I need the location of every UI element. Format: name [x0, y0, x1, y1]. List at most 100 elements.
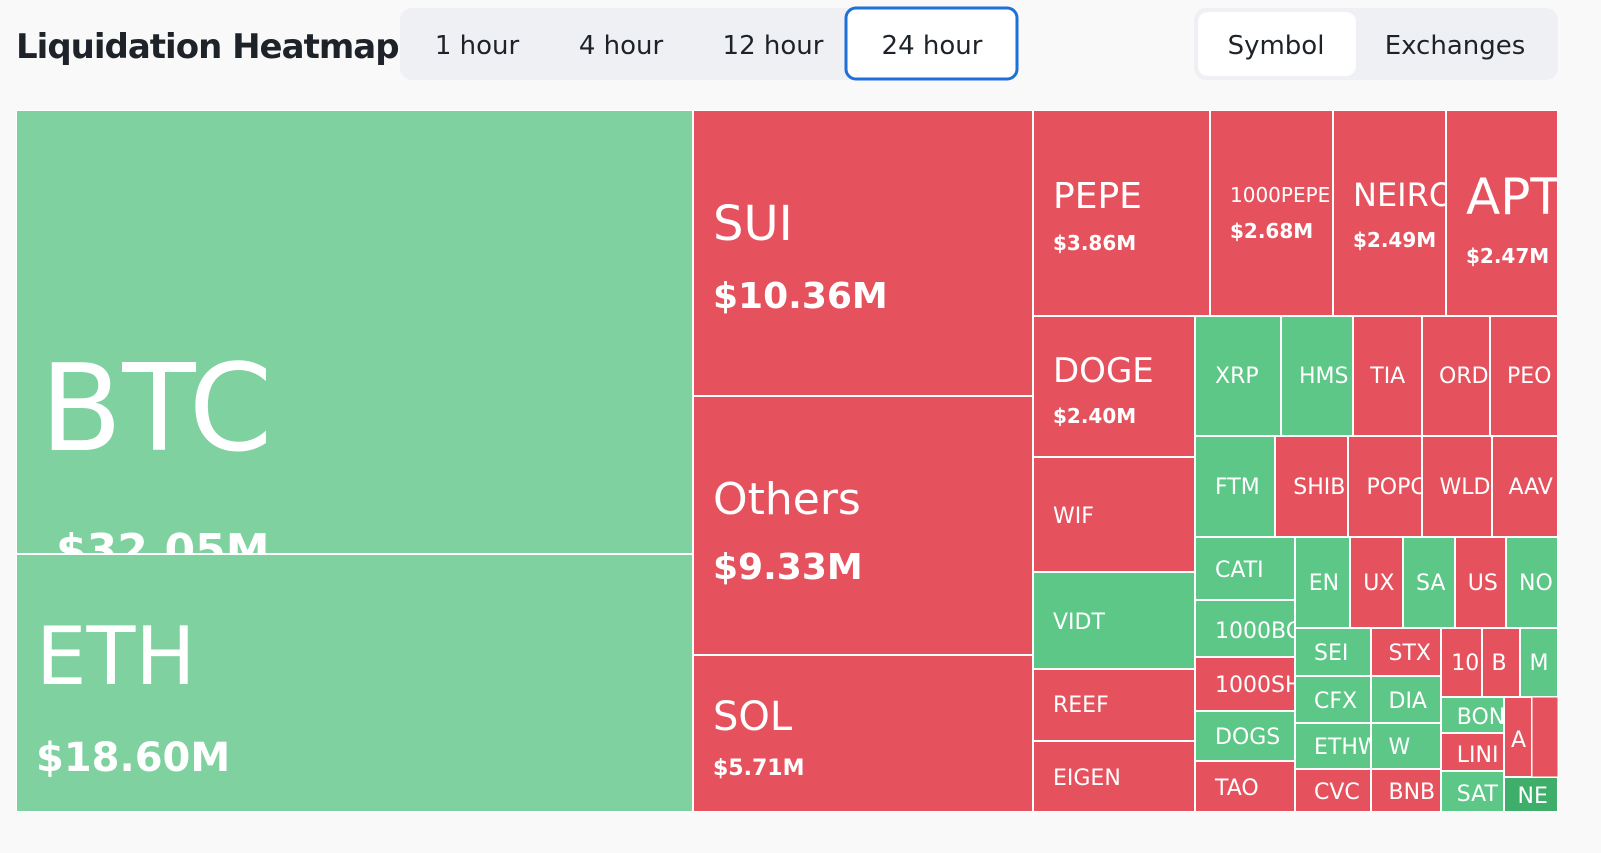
tile-bg — [1295, 723, 1371, 769]
tile-label: AAV — [1509, 475, 1553, 500]
tile[interactable]: DIA — [1371, 676, 1441, 723]
tile-bg — [1033, 669, 1195, 741]
tile-bg — [1403, 537, 1455, 628]
tile-bg — [1295, 769, 1371, 812]
tile-label: NE — [1518, 784, 1548, 809]
tile[interactable]: NO — [1506, 537, 1558, 628]
tile-bg — [1295, 676, 1371, 723]
tile[interactable]: SA — [1403, 537, 1455, 628]
timeframe-tab[interactable]: 12 hour — [723, 31, 824, 61]
tile[interactable]: AAV — [1492, 436, 1558, 537]
tile[interactable]: SOL $5.71M — [693, 655, 1033, 812]
tile-bg — [1033, 110, 1210, 316]
tile[interactable]: WLD — [1422, 436, 1492, 537]
tile[interactable]: ETHW — [1295, 723, 1380, 769]
tile-bg — [1210, 110, 1333, 316]
tile-bg — [1441, 771, 1504, 812]
tile[interactable]: BTC $32.05M — [16, 110, 693, 576]
tile[interactable]: REEF — [1033, 669, 1195, 741]
tile-label: 10 — [1451, 651, 1479, 676]
tile[interactable]: 1000PEPE $2.68M — [1210, 110, 1333, 316]
tile[interactable]: 10 — [1441, 628, 1482, 697]
tile[interactable]: VIDT — [1033, 572, 1195, 669]
tile-label: 1000SH — [1215, 673, 1302, 698]
tile[interactable]: TIA — [1353, 316, 1422, 436]
tile[interactable]: CVC — [1295, 769, 1371, 812]
view-tab[interactable]: Symbol — [1228, 31, 1325, 61]
tile[interactable]: PEO — [1490, 316, 1558, 436]
tile[interactable]: SHIB — [1275, 436, 1348, 537]
tile-bg — [1506, 537, 1558, 628]
tile[interactable]: LINI — [1441, 733, 1504, 771]
tile[interactable]: CFX — [1295, 676, 1371, 723]
tile-bg — [1295, 537, 1350, 628]
tile-label: B — [1492, 651, 1507, 676]
tile-bg — [1033, 316, 1195, 457]
tile-bg — [1371, 723, 1441, 769]
tile-bg — [1441, 733, 1504, 771]
tile[interactable]: SEI — [1295, 628, 1371, 676]
tile-value: $2.68M — [1230, 219, 1313, 243]
tile[interactable]: 1000SH — [1195, 657, 1302, 711]
tile-bg — [1504, 697, 1532, 777]
tile[interactable]: ORD — [1422, 316, 1490, 436]
tile[interactable]: HMS — [1281, 316, 1353, 436]
view-tab[interactable]: Exchanges — [1385, 31, 1526, 61]
tile[interactable]: PEPE $3.86M — [1033, 110, 1210, 316]
tile[interactable]: NE — [1504, 777, 1558, 812]
timeframe-tab[interactable]: 24 hour — [882, 31, 983, 61]
tile[interactable]: XRP — [1195, 316, 1281, 436]
tile[interactable]: UX — [1350, 537, 1403, 628]
tile-bg — [1446, 110, 1558, 316]
tile[interactable]: M — [1520, 628, 1558, 697]
tile[interactable]: STX — [1371, 628, 1441, 676]
tile-label: TAO — [1214, 776, 1259, 801]
tile[interactable]: FTM — [1195, 436, 1275, 537]
tile-label: REEF — [1053, 693, 1109, 718]
tile[interactable]: CATI — [1195, 537, 1295, 600]
tile[interactable]: W — [1371, 723, 1441, 769]
tile-bg — [1441, 697, 1504, 733]
tile-bg — [16, 110, 693, 554]
tile[interactable]: BON — [1441, 697, 1505, 733]
tile-label: WIF — [1053, 504, 1094, 529]
tile-label: CVC — [1314, 780, 1360, 805]
tile[interactable]: NEIRO $2.49M — [1333, 110, 1454, 316]
tile[interactable]: SUI $10.36M — [693, 110, 1033, 396]
tile[interactable]: EN — [1295, 537, 1350, 628]
tile[interactable]: WIF — [1033, 457, 1195, 572]
tile-label: ORD — [1439, 364, 1489, 389]
tile[interactable]: APT $2.47M — [1446, 110, 1561, 316]
tile-bg — [693, 110, 1033, 396]
tab-active — [844, 6, 1019, 81]
tile[interactable]: SAT — [1441, 771, 1504, 812]
tile[interactable]: US — [1455, 537, 1506, 628]
tile[interactable]: 1000BO — [1195, 600, 1303, 657]
tile[interactable]: B — [1482, 628, 1520, 697]
timeframe-tab[interactable]: 4 hour — [579, 31, 664, 61]
tile-label: ETH — [36, 610, 196, 703]
tile[interactable]: BNB — [1371, 769, 1441, 812]
tile-bg — [1422, 436, 1492, 537]
tile-bg — [16, 554, 693, 812]
tile[interactable]: A — [1504, 697, 1532, 777]
tile-bg — [1281, 316, 1353, 436]
tile[interactable]: POPC — [1348, 436, 1426, 537]
tile[interactable]: DOGS — [1195, 711, 1295, 761]
timeframe-tab[interactable]: 1 hour — [435, 31, 520, 61]
tile[interactable]: DOGE $2.40M — [1033, 316, 1195, 457]
tile-bg — [1520, 628, 1558, 697]
tile-bg — [1195, 537, 1295, 600]
tile-bg — [1482, 628, 1520, 697]
tile[interactable]: Others $9.33M — [693, 396, 1033, 655]
tile-label: A — [1511, 728, 1526, 753]
tile-bg — [1295, 628, 1371, 676]
tile[interactable]: EIGEN — [1033, 741, 1195, 812]
tile-bg — [693, 396, 1033, 655]
tile-label: DIA — [1389, 689, 1427, 714]
tile-bg — [693, 655, 1033, 812]
tile[interactable]: ETH $18.60M — [16, 554, 693, 812]
tile[interactable]: TAO — [1195, 761, 1295, 812]
tile-value: $2.49M — [1353, 228, 1436, 252]
